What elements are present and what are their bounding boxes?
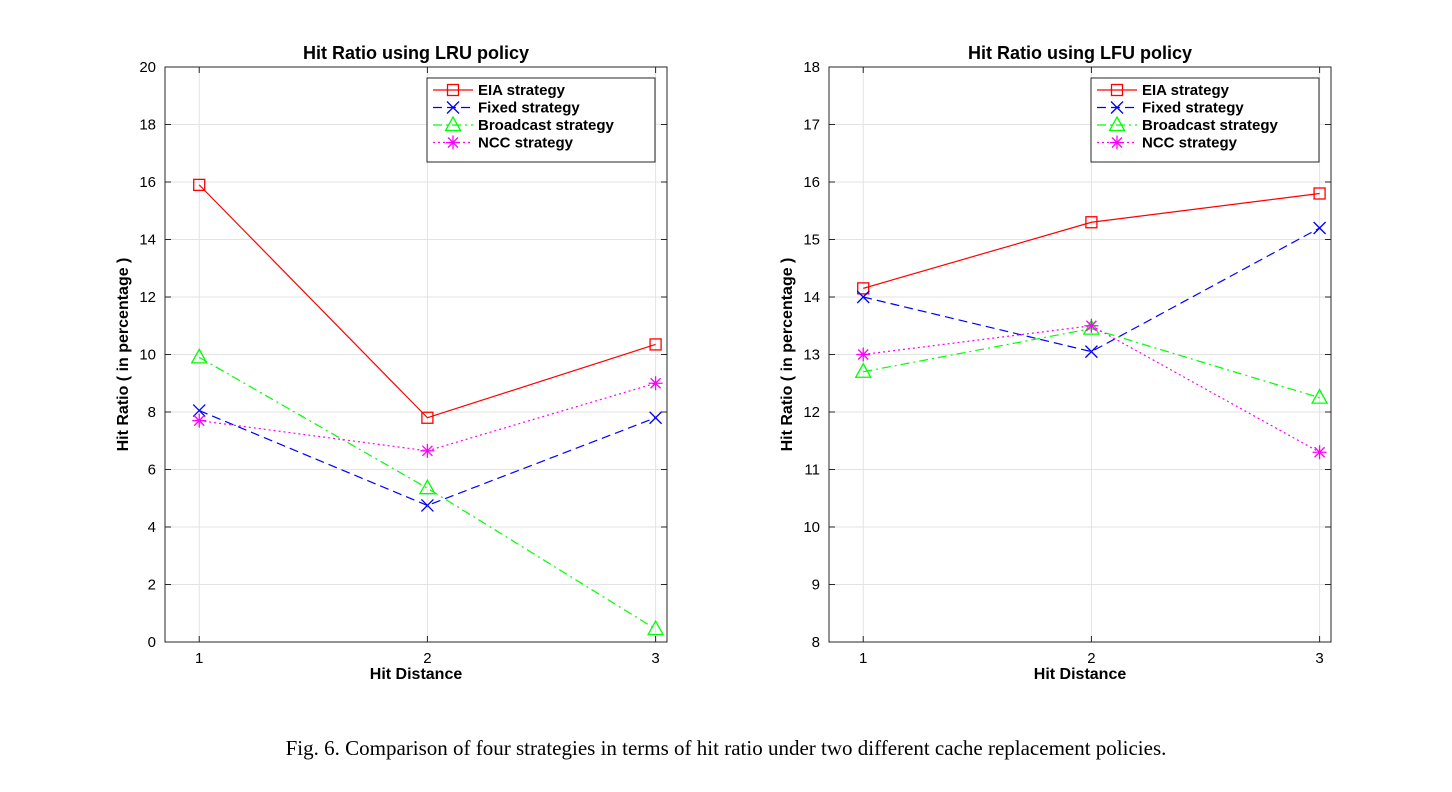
x-tick-label: 1 bbox=[859, 650, 867, 667]
y-tick-label: 9 bbox=[812, 577, 820, 594]
data-point bbox=[1084, 345, 1098, 359]
series-2 bbox=[192, 404, 663, 512]
y-tick-label: 12 bbox=[803, 404, 820, 421]
legend-label: Fixed strategy bbox=[478, 100, 580, 117]
y-axis-label: Hit Ratio ( in percentage ) bbox=[115, 258, 132, 452]
y-tick-label: 8 bbox=[812, 634, 820, 651]
y-tick-label: 12 bbox=[139, 289, 156, 306]
data-point bbox=[649, 411, 663, 425]
legend-marker bbox=[446, 135, 460, 150]
data-point bbox=[418, 478, 437, 495]
y-tick-label: 10 bbox=[803, 519, 820, 536]
series-line bbox=[198, 356, 656, 630]
y-tick-label: 13 bbox=[803, 347, 820, 364]
chart-title: Hit Ratio using LRU policy bbox=[303, 43, 529, 63]
legend-box bbox=[1090, 77, 1320, 163]
y-tick-label: 6 bbox=[148, 462, 156, 479]
series-line bbox=[863, 325, 1320, 453]
legend-label: NCC strategy bbox=[478, 135, 574, 152]
series-3 bbox=[190, 348, 665, 636]
data-point bbox=[192, 404, 206, 418]
data-point bbox=[854, 362, 872, 378]
y-tick-label: 2 bbox=[148, 577, 156, 594]
data-point bbox=[1085, 216, 1098, 229]
y-tick-label: 17 bbox=[803, 117, 820, 134]
x-tick-label: 2 bbox=[423, 650, 431, 667]
data-point bbox=[1082, 319, 1101, 335]
legend-box bbox=[426, 77, 656, 163]
legend-label: EIA strategy bbox=[1142, 82, 1230, 99]
y-tick-label: 20 bbox=[139, 59, 156, 76]
series-2 bbox=[856, 221, 1327, 359]
legend-label: NCC strategy bbox=[1142, 135, 1238, 152]
series-line bbox=[198, 410, 656, 507]
legend-marker bbox=[1110, 101, 1124, 114]
data-point bbox=[192, 413, 207, 428]
chart-title: Hit Ratio using LFU policy bbox=[968, 43, 1192, 63]
series-4 bbox=[856, 318, 1327, 460]
data-point bbox=[1084, 318, 1099, 333]
data-point bbox=[649, 338, 662, 351]
y-tick-label: 4 bbox=[148, 519, 156, 536]
y-tick-label: 11 bbox=[804, 462, 820, 479]
y-tick-label: 14 bbox=[139, 232, 156, 249]
legend-marker bbox=[1108, 115, 1126, 132]
y-tick-label: 16 bbox=[139, 174, 156, 191]
legend-marker bbox=[1110, 135, 1124, 150]
x-tick-label: 2 bbox=[1087, 650, 1095, 667]
legend-marker bbox=[1110, 83, 1124, 97]
legend-marker bbox=[444, 115, 462, 132]
y-tick-label: 0 bbox=[148, 634, 156, 651]
series-line bbox=[863, 227, 1320, 353]
x-tick-label: 3 bbox=[1315, 650, 1323, 667]
y-axis-label: Hit Ratio ( in percentage ) bbox=[779, 258, 796, 452]
legend-label: Broadcast strategy bbox=[478, 117, 615, 134]
y-tick-label: 16 bbox=[803, 174, 820, 191]
series-1 bbox=[857, 187, 1326, 295]
data-point bbox=[856, 290, 870, 304]
data-point bbox=[1310, 388, 1329, 404]
data-point bbox=[1312, 445, 1327, 460]
y-tick-label: 14 bbox=[803, 289, 820, 306]
legend-label: EIA strategy bbox=[478, 82, 566, 99]
data-point bbox=[190, 348, 208, 364]
data-point bbox=[420, 498, 434, 512]
legend-marker bbox=[446, 83, 460, 97]
series-line bbox=[198, 184, 656, 419]
y-tick-label: 8 bbox=[148, 404, 156, 421]
series-line bbox=[863, 192, 1320, 289]
x-tick-label: 3 bbox=[651, 650, 659, 667]
data-point bbox=[193, 178, 206, 192]
legend-marker bbox=[446, 101, 460, 114]
data-point bbox=[857, 282, 870, 295]
x-tick-label: 1 bbox=[195, 650, 203, 667]
data-point bbox=[648, 376, 663, 391]
series-1 bbox=[193, 178, 662, 424]
x-axis-label: Hit Distance bbox=[370, 666, 463, 683]
y-tick-label: 18 bbox=[139, 117, 156, 134]
y-tick-label: 10 bbox=[139, 347, 156, 364]
figure-caption: Fig. 6. Comparison of four strategies in… bbox=[285, 736, 1167, 760]
legend-label: Fixed strategy bbox=[1142, 100, 1244, 117]
x-axis-label: Hit Distance bbox=[1034, 666, 1127, 683]
data-point bbox=[1313, 187, 1326, 200]
legend-label: Broadcast strategy bbox=[1142, 117, 1279, 134]
data-point bbox=[421, 411, 434, 424]
data-point bbox=[646, 619, 665, 636]
y-tick-label: 18 bbox=[803, 59, 820, 76]
data-point bbox=[420, 443, 435, 458]
data-point bbox=[1313, 221, 1327, 235]
y-tick-label: 15 bbox=[803, 232, 820, 249]
series-4 bbox=[192, 376, 663, 458]
data-point bbox=[856, 347, 871, 362]
